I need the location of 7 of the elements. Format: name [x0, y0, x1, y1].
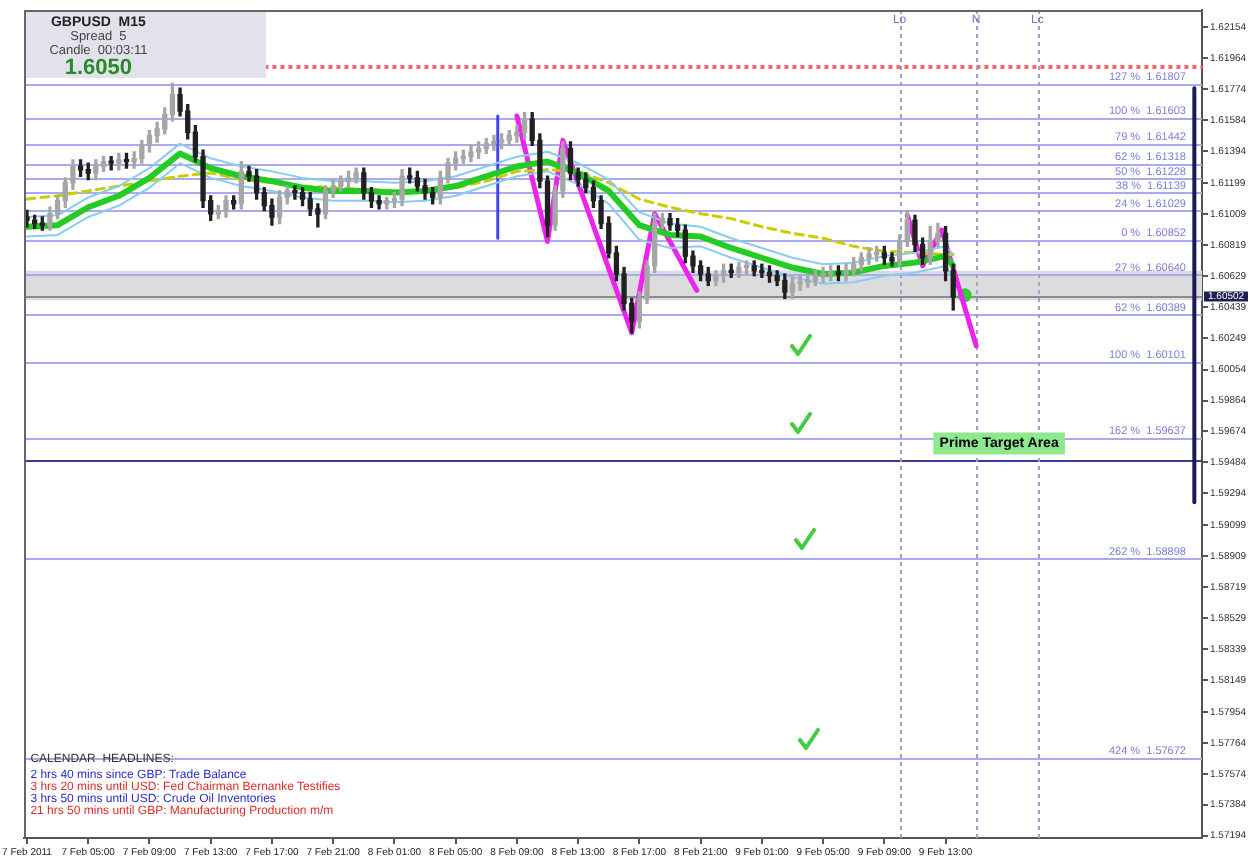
candlestick: [797, 275, 803, 292]
candlestick: [866, 247, 872, 265]
candlestick: [759, 263, 765, 278]
annotation: 1.6050: [62, 56, 135, 80]
candlestick: [491, 134, 497, 151]
candlestick: [820, 266, 826, 283]
candlestick: [292, 185, 298, 200]
